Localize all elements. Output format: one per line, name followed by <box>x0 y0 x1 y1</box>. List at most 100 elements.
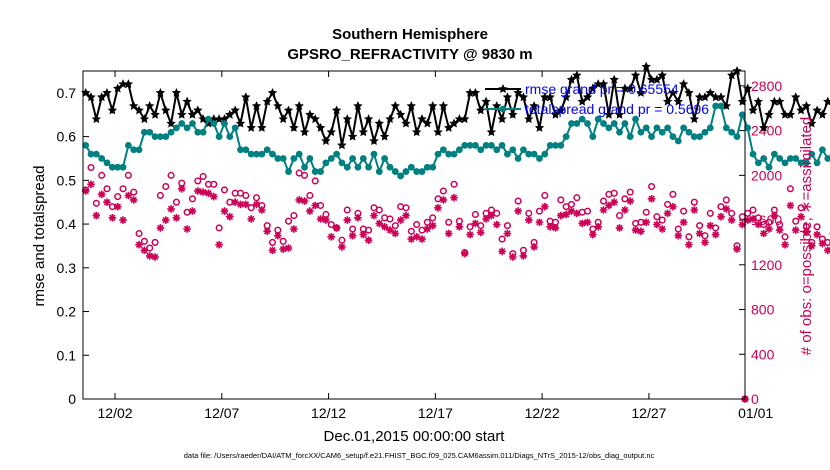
totalspread-point <box>664 124 671 132</box>
rmse-point <box>428 101 438 110</box>
rmse-point <box>470 88 481 97</box>
possible-point <box>119 185 127 193</box>
possible-point <box>98 171 106 179</box>
rmse-point <box>775 96 785 106</box>
possible-point <box>728 209 736 217</box>
y-tick-label: 0.4 <box>57 216 77 232</box>
possible-point <box>151 238 159 246</box>
totalspread-point <box>402 168 410 175</box>
totalspread-point <box>295 150 303 158</box>
assimilated-point <box>252 200 261 209</box>
assimilated-point <box>306 207 314 215</box>
rmse-point <box>572 70 582 80</box>
rmse-point <box>823 96 830 106</box>
totalspread-point <box>488 141 495 149</box>
possible-point <box>194 177 202 185</box>
totalspread-point <box>242 146 250 154</box>
assimilated-point <box>103 198 111 206</box>
totalspread-point <box>626 133 634 141</box>
assimilated-point <box>770 211 779 220</box>
assimilated-point <box>151 253 159 261</box>
possible-point <box>349 225 357 233</box>
rmse-point <box>144 101 155 110</box>
assimilated-point <box>242 200 250 209</box>
totalspread-point <box>701 128 709 136</box>
assimilated-point <box>743 216 752 224</box>
y2-tick-label: 800 <box>751 302 775 318</box>
possible-point <box>279 237 287 245</box>
rmse-point <box>753 96 763 106</box>
rmse-point <box>321 136 331 145</box>
rmse-point <box>678 79 689 89</box>
assimilated-point <box>428 221 437 230</box>
possible-point <box>653 213 661 221</box>
rmse-point <box>230 105 240 115</box>
rmse-point <box>481 96 491 106</box>
assimilated-point <box>220 207 229 215</box>
legend-label: rmse grand pr = 0.65554 <box>525 81 679 97</box>
totalspread-point <box>589 133 597 141</box>
totalspread-point <box>370 150 378 158</box>
possible-point <box>162 182 170 191</box>
possible-point <box>744 209 752 217</box>
rmse-point <box>123 79 134 89</box>
rmse-point <box>641 61 651 71</box>
rmse-point <box>171 87 182 97</box>
assimilated-point <box>129 196 138 204</box>
assimilated-point <box>113 202 122 211</box>
y-tick-label: 0.1 <box>57 347 77 363</box>
totalspread-point <box>429 163 437 171</box>
possible-point <box>696 222 704 230</box>
assimilated-point <box>813 230 821 239</box>
assimilated-point <box>631 226 640 234</box>
assimilated-point <box>551 224 560 232</box>
rmse-point <box>460 114 470 124</box>
assimilated-point <box>514 207 522 215</box>
totalspread-point <box>530 150 538 158</box>
rmse-point <box>668 87 678 97</box>
assimilated-point <box>364 236 373 244</box>
rmse-point <box>396 109 406 119</box>
rmse-point <box>235 118 246 128</box>
legend-marker <box>498 84 508 93</box>
assimilated-point <box>589 230 597 239</box>
possible-point <box>573 194 581 202</box>
rmse-point <box>673 96 684 106</box>
assimilated-point <box>161 216 170 224</box>
y2-tick-label: 400 <box>751 346 775 362</box>
totalspread-point <box>552 141 559 149</box>
totalspread-point <box>258 150 266 158</box>
possible-point <box>765 218 773 226</box>
assimilated-point <box>791 226 800 234</box>
rmse-point <box>508 109 518 119</box>
possible-point <box>423 218 431 226</box>
totalspread-point <box>349 155 357 162</box>
assimilated-point <box>199 188 207 196</box>
totalspread-point <box>504 150 511 158</box>
rmse-point <box>305 109 315 119</box>
possible-point <box>514 197 522 205</box>
rmse-point <box>764 109 774 119</box>
totalspread-point <box>413 168 421 175</box>
assimilated-point <box>386 226 394 234</box>
rmse-point <box>791 92 801 102</box>
rmse-point <box>817 109 828 119</box>
chart-subtitle: GPSRO_REFRACTIVITY @ 9830 m <box>287 46 532 63</box>
totalspread-point <box>279 155 287 162</box>
assimilated-point <box>754 220 763 229</box>
x-tick-label: 12/12 <box>311 405 346 421</box>
assimilated-point <box>359 230 368 239</box>
assimilated-point <box>733 245 741 253</box>
assimilated-point <box>557 211 565 220</box>
rmse-point <box>759 123 769 132</box>
totalspread-point <box>514 155 522 162</box>
totalspread-point <box>157 133 164 141</box>
rmse-point <box>337 140 347 150</box>
totalspread-point <box>722 124 730 132</box>
possible-point <box>87 163 95 172</box>
totalspread-point <box>386 163 394 171</box>
totalspread-point <box>584 120 591 127</box>
y-tick-label: 0 <box>68 391 76 407</box>
totalspread-point <box>819 146 826 154</box>
rmse-point <box>363 114 374 124</box>
